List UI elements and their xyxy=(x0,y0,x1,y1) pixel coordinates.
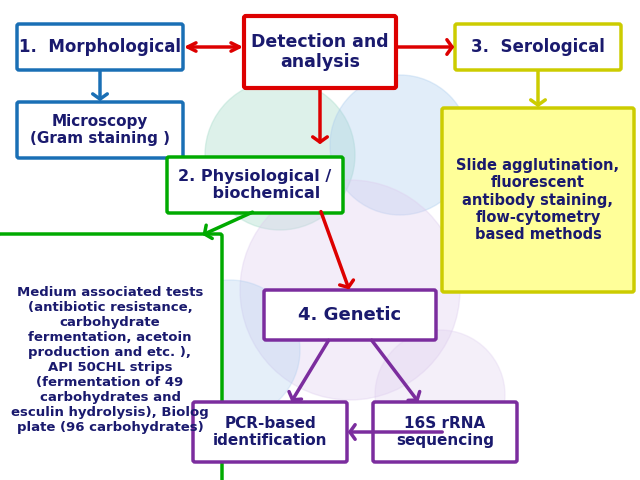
FancyBboxPatch shape xyxy=(264,290,436,340)
FancyBboxPatch shape xyxy=(193,402,347,462)
Circle shape xyxy=(160,280,300,420)
FancyBboxPatch shape xyxy=(373,402,517,462)
FancyBboxPatch shape xyxy=(0,234,222,480)
Text: Detection and
analysis: Detection and analysis xyxy=(251,33,389,72)
Text: 3.  Serological: 3. Serological xyxy=(471,38,605,56)
Circle shape xyxy=(240,180,460,400)
FancyBboxPatch shape xyxy=(244,16,396,88)
Text: Medium associated tests
(antibiotic resistance,
carbohydrate
fermentation, aceto: Medium associated tests (antibiotic resi… xyxy=(11,286,209,434)
FancyBboxPatch shape xyxy=(442,108,634,292)
Text: 1.  Morphological: 1. Morphological xyxy=(19,38,181,56)
Text: Slide agglutination,
fluorescent
antibody staining,
flow-cytometry
based methods: Slide agglutination, fluorescent antibod… xyxy=(456,158,620,242)
FancyBboxPatch shape xyxy=(455,24,621,70)
Text: 16S rRNA
sequencing: 16S rRNA sequencing xyxy=(396,416,494,448)
Text: Microscopy
(Gram staining ): Microscopy (Gram staining ) xyxy=(30,114,170,146)
Circle shape xyxy=(330,75,470,215)
Text: 2. Physiological /
    biochemical: 2. Physiological / biochemical xyxy=(179,169,332,201)
FancyBboxPatch shape xyxy=(17,24,183,70)
Text: 4. Genetic: 4. Genetic xyxy=(298,306,401,324)
Circle shape xyxy=(205,80,355,230)
FancyBboxPatch shape xyxy=(167,157,343,213)
FancyBboxPatch shape xyxy=(17,102,183,158)
Circle shape xyxy=(375,330,505,460)
Text: PCR-based
identification: PCR-based identification xyxy=(212,416,327,448)
